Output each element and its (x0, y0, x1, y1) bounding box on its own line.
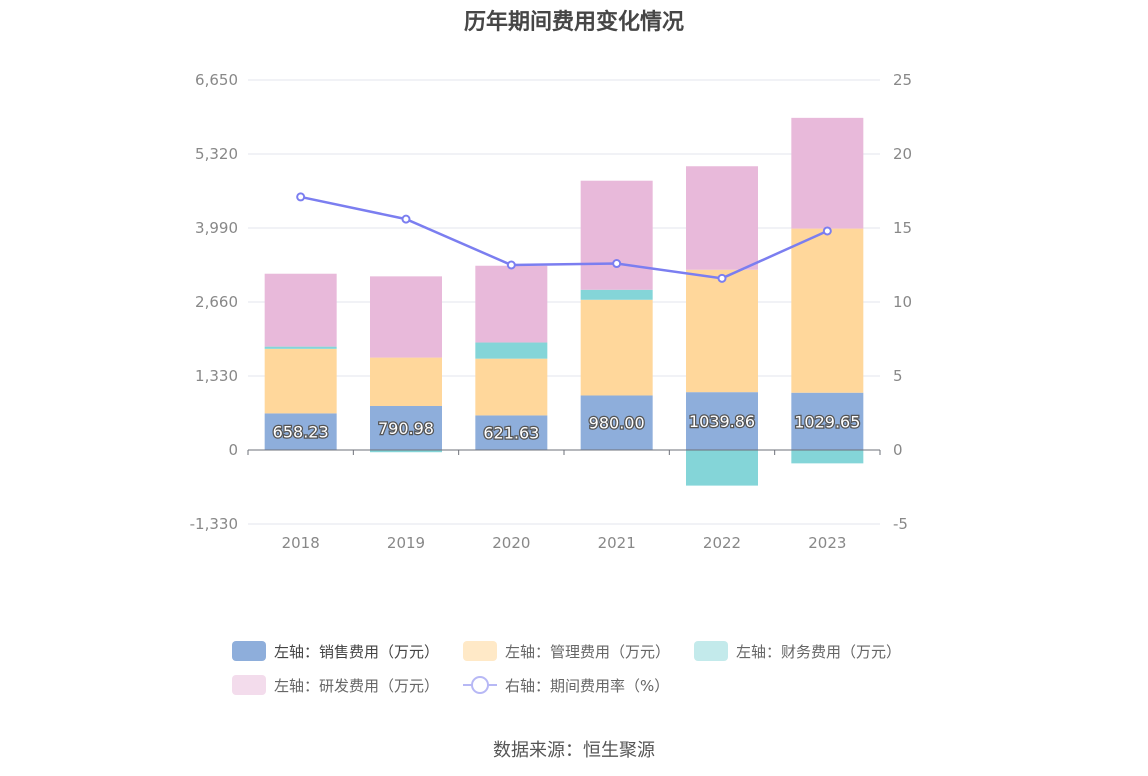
x-tick-label: 2021 (598, 534, 636, 552)
y-right-tick-label: 0 (893, 441, 903, 459)
data-source: 数据来源：恒生聚源 (493, 740, 655, 761)
x-tick-label: 2019 (387, 534, 425, 552)
x-tick-label: 2018 (282, 534, 320, 552)
legend-row-1: 左轴：销售费用（万元） 左轴：管理费用（万元） 左轴：财务费用（万元） (232, 638, 932, 664)
rate-point (296, 192, 306, 202)
y-right-tick-label: 20 (893, 145, 912, 163)
legend-swatch-finance (694, 641, 729, 661)
bar-value-label: 790.98 (378, 419, 434, 438)
y-left-tick-label: 2,660 (195, 293, 238, 311)
bar-segment (475, 358, 548, 416)
legend-label-admin: 左轴：管理费用（万元） (505, 642, 671, 661)
legend-item-rate[interactable]: 右轴：期间费用率（%） (463, 675, 669, 696)
legend-row-2: 左轴：研发费用（万元） 右轴：期间费用率（%） (232, 672, 932, 698)
bar-segment (686, 392, 758, 450)
bar-segment (370, 357, 442, 406)
bar-segment (791, 450, 864, 464)
bar-value-label: 658.23 (273, 423, 329, 442)
bar-value-label: 1029.65 (794, 412, 860, 431)
legend-label-sales: 左轴：销售费用（万元） (274, 642, 440, 661)
y-right-tick-label: 10 (893, 293, 912, 311)
bar-value-label: 980.00 (589, 414, 645, 433)
y-left-tick-label: 3,990 (195, 219, 238, 237)
chart-legend: 左轴：销售费用（万元） 左轴：管理费用（万元） 左轴：财务费用（万元） 左轴：研… (232, 638, 932, 706)
rate-point (822, 226, 832, 236)
bar-segment (370, 450, 442, 453)
bar-segment (264, 348, 337, 414)
bar-segment (475, 265, 548, 343)
legend-label-rnd: 左轴：研发费用（万元） (274, 676, 440, 695)
legend-label-finance: 左轴：财务费用（万元） (736, 642, 902, 661)
bar-segment (580, 289, 653, 300)
bar-value-label: 621.63 (483, 424, 539, 443)
bar-segment (580, 180, 653, 290)
bar-segment (791, 228, 864, 393)
bar-segment (264, 346, 337, 349)
bar-segment (580, 299, 653, 396)
rate-point (401, 214, 411, 224)
legend-item-finance[interactable]: 左轴：财务费用（万元） (694, 641, 901, 662)
bar-segment (686, 269, 758, 393)
y-left-tick-label: -1,330 (190, 515, 238, 533)
legend-swatch-admin (463, 641, 498, 661)
chart-plot: 6,650 25 5,320 20 3,990 15 2,660 10 1,330 5 0 0 -1,3… (190, 71, 912, 552)
bar-segment (686, 450, 758, 486)
bar-segment (264, 273, 337, 347)
y-right-tick-label: 5 (893, 367, 903, 385)
legend-item-sales[interactable]: 左轴：销售费用（万元） (232, 641, 439, 662)
bar-value-label: 1039.86 (689, 412, 755, 431)
legend-swatch-rnd (232, 675, 266, 695)
legend-item-rnd[interactable]: 左轴：研发费用（万元） (232, 675, 439, 696)
y-left-tick-label: 5,320 (195, 145, 238, 163)
rate-point (612, 259, 622, 269)
bar-segment (370, 276, 442, 358)
bar-segment (264, 413, 337, 450)
bar-segment (580, 395, 653, 450)
y-right-tick-label: 25 (893, 71, 912, 89)
bar-segment (475, 415, 548, 450)
rate-line (300, 195, 828, 280)
rate-point (717, 273, 727, 283)
y-right-tick-label: -5 (893, 515, 908, 533)
bar-segment (686, 166, 758, 270)
legend-swatch-sales (232, 641, 266, 661)
bar-segment (370, 405, 442, 450)
y-left-tick-label: 1,330 (195, 367, 238, 385)
y-left-tick-label: 6,650 (195, 71, 238, 89)
x-tick-label: 2022 (703, 534, 741, 552)
x-tick-label: 2023 (808, 534, 846, 552)
y-left-tick-label: 0 (228, 441, 238, 459)
rate-point (506, 260, 516, 270)
legend-item-admin[interactable]: 左轴：管理费用（万元） (463, 641, 670, 662)
y-right-tick-label: 15 (893, 219, 912, 237)
bar-segment (791, 117, 864, 229)
x-tick-label: 2020 (492, 534, 530, 552)
bar-segment (475, 342, 548, 359)
legend-swatch-rate (463, 675, 498, 695)
bar-segment (791, 392, 864, 450)
legend-label-rate: 右轴：期间费用率（%） (505, 676, 670, 695)
chart-title: 历年期间费用变化情况 (463, 10, 684, 35)
